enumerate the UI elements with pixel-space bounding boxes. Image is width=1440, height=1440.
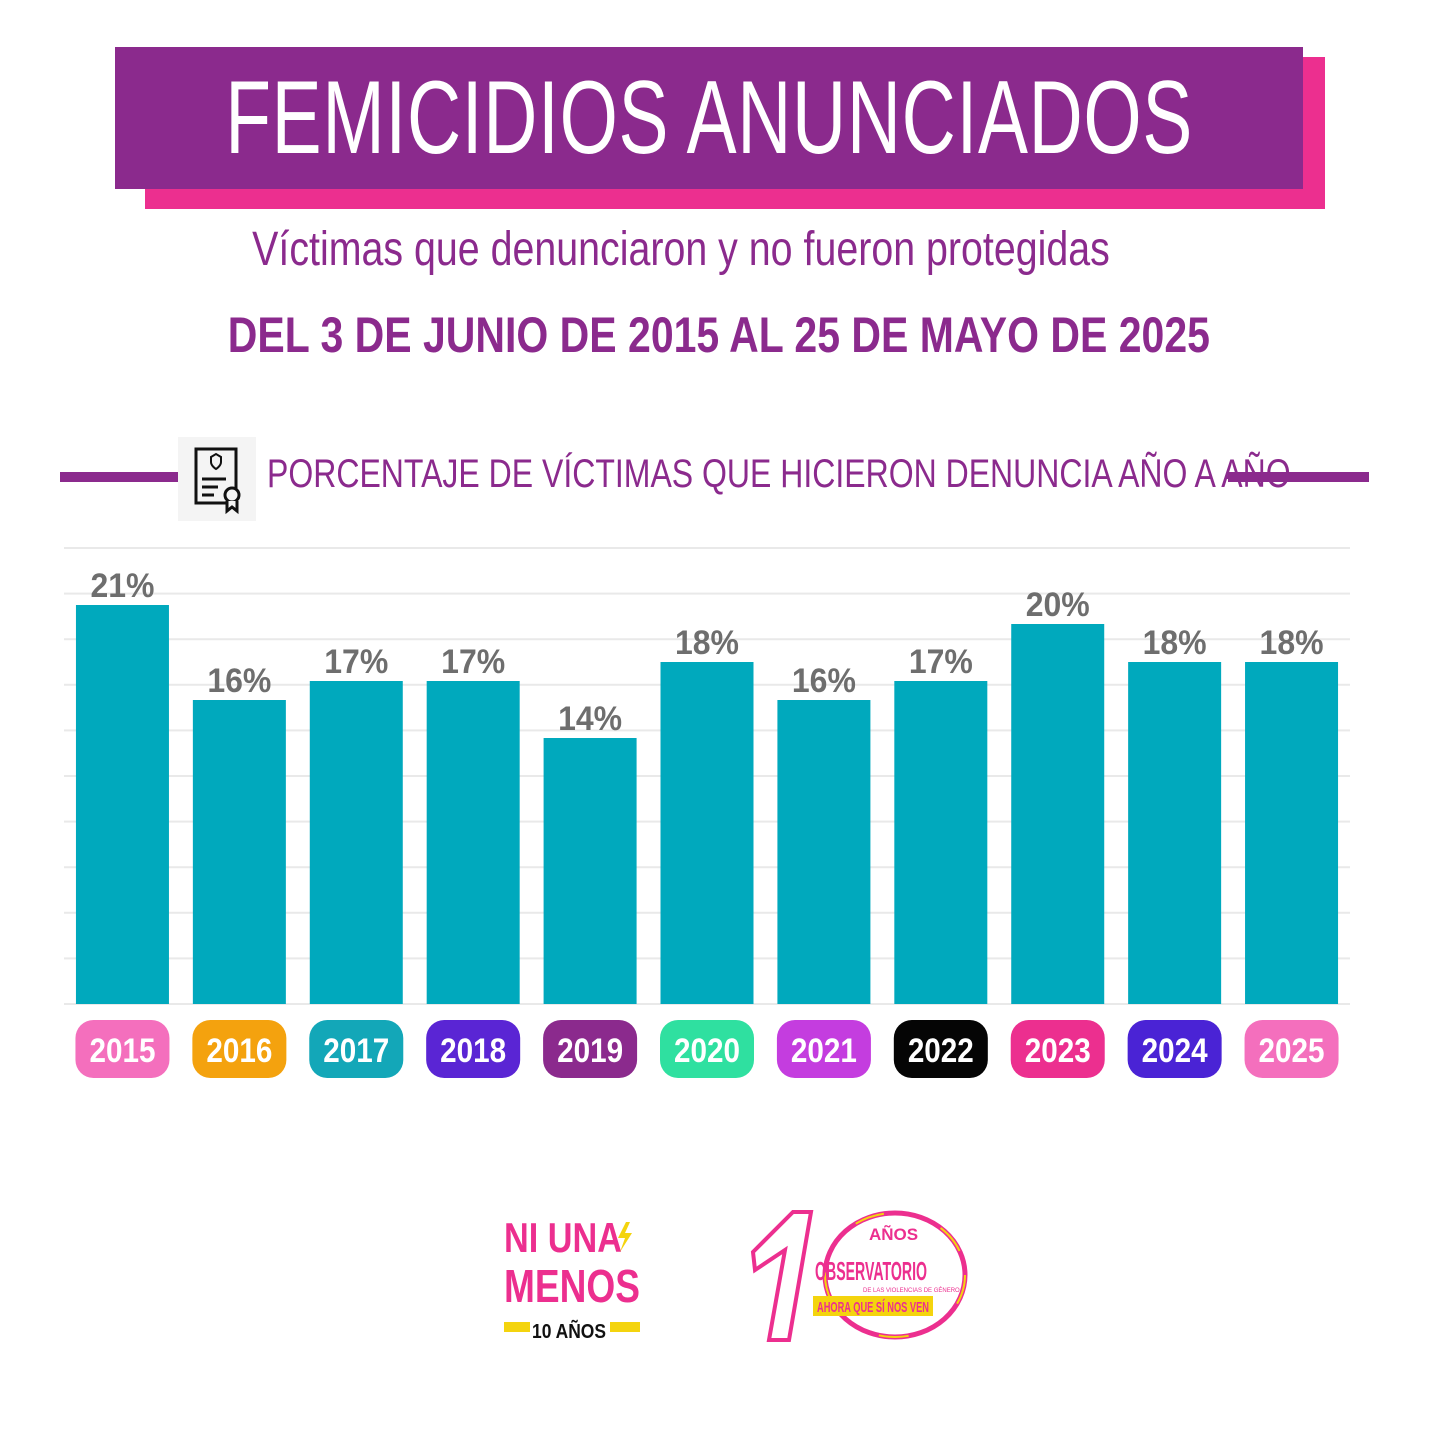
year-label-2024: 2024 [1142, 1032, 1208, 1070]
value-label-2025: 18% [1260, 624, 1324, 662]
year-badge-2017 [309, 1020, 404, 1078]
value-label-2019: 14% [558, 700, 622, 738]
ni-una-menos-logo: NI UNA MENOS 10 AÑOS [500, 1208, 650, 1348]
year-badge-2022 [893, 1020, 988, 1078]
year-badge-2020 [660, 1020, 754, 1078]
value-label-2015: 21% [90, 567, 154, 605]
year-badge-2025 [1244, 1020, 1339, 1078]
date-range: DEL 3 DE JUNIO DE 2015 AL 25 DE MAYO DE … [0, 306, 1438, 364]
value-label-2017: 17% [324, 643, 388, 681]
year-label-2021: 2021 [791, 1032, 857, 1070]
year-badge-2016 [192, 1020, 287, 1078]
bar-2023 [1011, 624, 1105, 1004]
svg-text:10 AÑOS: 10 AÑOS [532, 1320, 606, 1343]
value-label-2018: 17% [441, 643, 505, 681]
svg-text:DE LAS VIOLENCIAS DE GÉNERO: DE LAS VIOLENCIAS DE GÉNERO [863, 1287, 960, 1294]
subtitle: Víctimas que denunciaron y no fueron pro… [0, 222, 1362, 277]
bar-2021 [777, 700, 871, 1004]
date-range-text: DEL 3 DE JUNIO DE 2015 AL 25 DE MAYO DE … [227, 307, 1211, 363]
year-label-2016: 2016 [206, 1032, 272, 1070]
certificate-document-icon [178, 437, 256, 521]
bar-2015 [75, 605, 169, 1004]
year-label-2017: 2017 [323, 1032, 389, 1070]
year-label-2018: 2018 [440, 1032, 506, 1070]
year-label-2015: 2015 [89, 1032, 155, 1070]
value-label-2022: 17% [909, 643, 973, 681]
page-title: FEMICIDIOS ANUNCIADOS [225, 60, 1193, 176]
subtitle-text: Víctimas que denunciaron y no fueron pro… [252, 223, 1110, 276]
year-label-2022: 2022 [908, 1032, 974, 1070]
observatorio-logo: AÑOS OBSERVATORIO DE LAS VIOLENCIAS DE G… [745, 1200, 975, 1350]
section-divider-right [1228, 472, 1369, 482]
year-label-2019: 2019 [557, 1032, 623, 1070]
year-badge-2019 [543, 1020, 638, 1078]
year-badge-2024 [1127, 1020, 1222, 1078]
bar-2018 [426, 681, 520, 1004]
title-box: FEMICIDIOS ANUNCIADOS [115, 47, 1303, 189]
year-badge-2023 [1010, 1020, 1105, 1078]
bar-2016 [192, 700, 286, 1004]
bar-2025 [1245, 662, 1339, 1004]
value-label-2023: 20% [1026, 586, 1090, 624]
svg-text:NI UNA: NI UNA [504, 1214, 622, 1261]
year-badge-2018 [426, 1020, 521, 1078]
year-badge-2021 [776, 1020, 871, 1078]
svg-text:MENOS: MENOS [504, 1260, 640, 1312]
value-label-2016: 16% [207, 662, 271, 700]
svg-text:AHORA QUE SÍ NOS VEN: AHORA QUE SÍ NOS VEN [817, 1299, 929, 1316]
bar-2024 [1128, 662, 1222, 1004]
value-label-2021: 16% [792, 662, 856, 700]
year-label-2023: 2023 [1025, 1032, 1091, 1070]
section-divider-left [60, 472, 180, 482]
bar-chart: 21% 2015 16% 2016 17% 2017 17% 2018 14% 2019 18% 20… [64, 547, 1350, 1078]
chart-section-title-text: PORCENTAJE DE VÍCTIMAS QUE HICIERON DENU… [267, 452, 1291, 496]
title-banner: FEMICIDIOS ANUNCIADOS [115, 47, 1325, 212]
chart-section-title: PORCENTAJE DE VÍCTIMAS QUE HICIERON DENU… [267, 452, 1440, 497]
year-label-2020: 2020 [674, 1032, 740, 1070]
bar-2020 [660, 662, 754, 1004]
value-label-2020: 18% [675, 624, 739, 662]
year-badge-2015 [75, 1020, 170, 1078]
bar-2019 [543, 738, 637, 1004]
value-label-2024: 18% [1143, 624, 1207, 662]
svg-text:AÑOS: AÑOS [869, 1224, 918, 1244]
bar-2022 [894, 681, 988, 1004]
year-label-2025: 2025 [1259, 1032, 1325, 1070]
svg-text:OBSERVATORIO: OBSERVATORIO [815, 1256, 927, 1286]
bar-2017 [309, 681, 403, 1004]
